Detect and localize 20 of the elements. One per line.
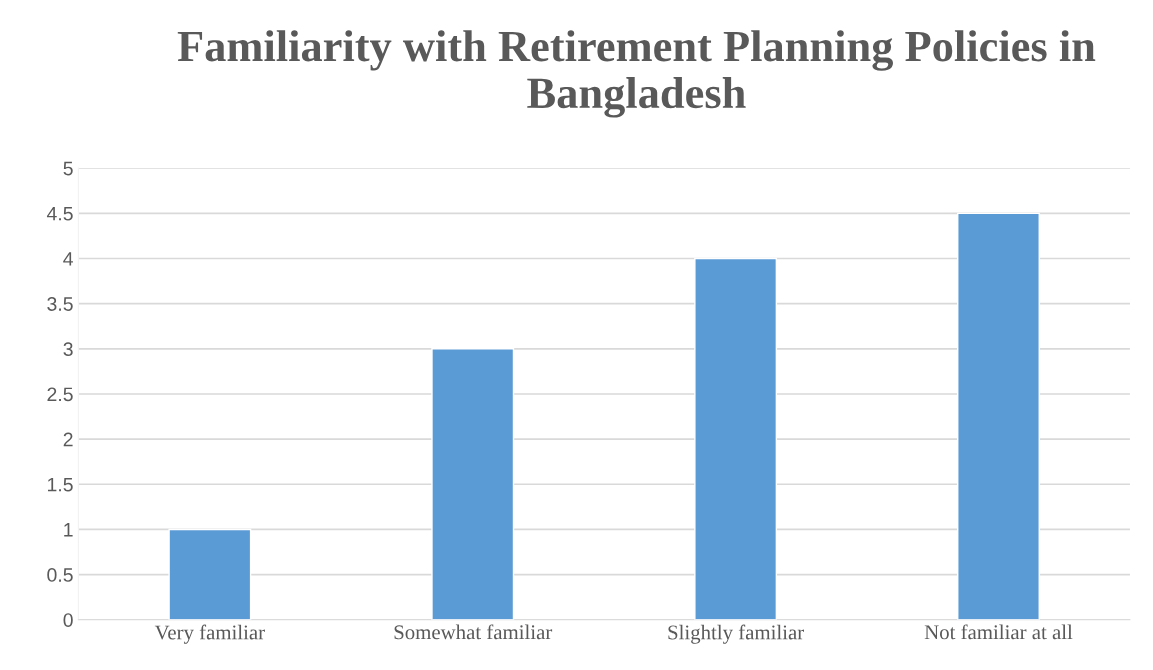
y-tick-label: 2: [63, 432, 73, 447]
chart-title: Familiarity with Retirement Planning Policies in Bangladesh: [177, 30, 1096, 118]
bar: [694, 257, 778, 620]
bar: [168, 528, 252, 620]
y-tick-label: 1.5: [48, 477, 73, 492]
x-tick-label: Somewhat familiar: [394, 624, 553, 640]
y-tick-label: 3.5: [47, 297, 73, 311]
y-tick-label: 0: [63, 613, 73, 627]
x-tick-label: Slightly familiar: [668, 624, 804, 644]
y-tick-label: 4.5: [46, 207, 73, 221]
y-tick-label: 1: [64, 523, 73, 537]
y-tick-label: 5: [63, 161, 73, 176]
y-tick-label: 3: [63, 342, 73, 357]
x-tick-label: Very familiar: [154, 624, 265, 644]
bar: [431, 348, 515, 620]
y-tick-label: 2.5: [47, 387, 73, 402]
y-tick-label: 4: [63, 252, 73, 266]
y-tick-label: 0.5: [47, 568, 73, 582]
bar: [957, 212, 1040, 620]
x-tick-label: Not familiar at all: [924, 624, 1073, 640]
